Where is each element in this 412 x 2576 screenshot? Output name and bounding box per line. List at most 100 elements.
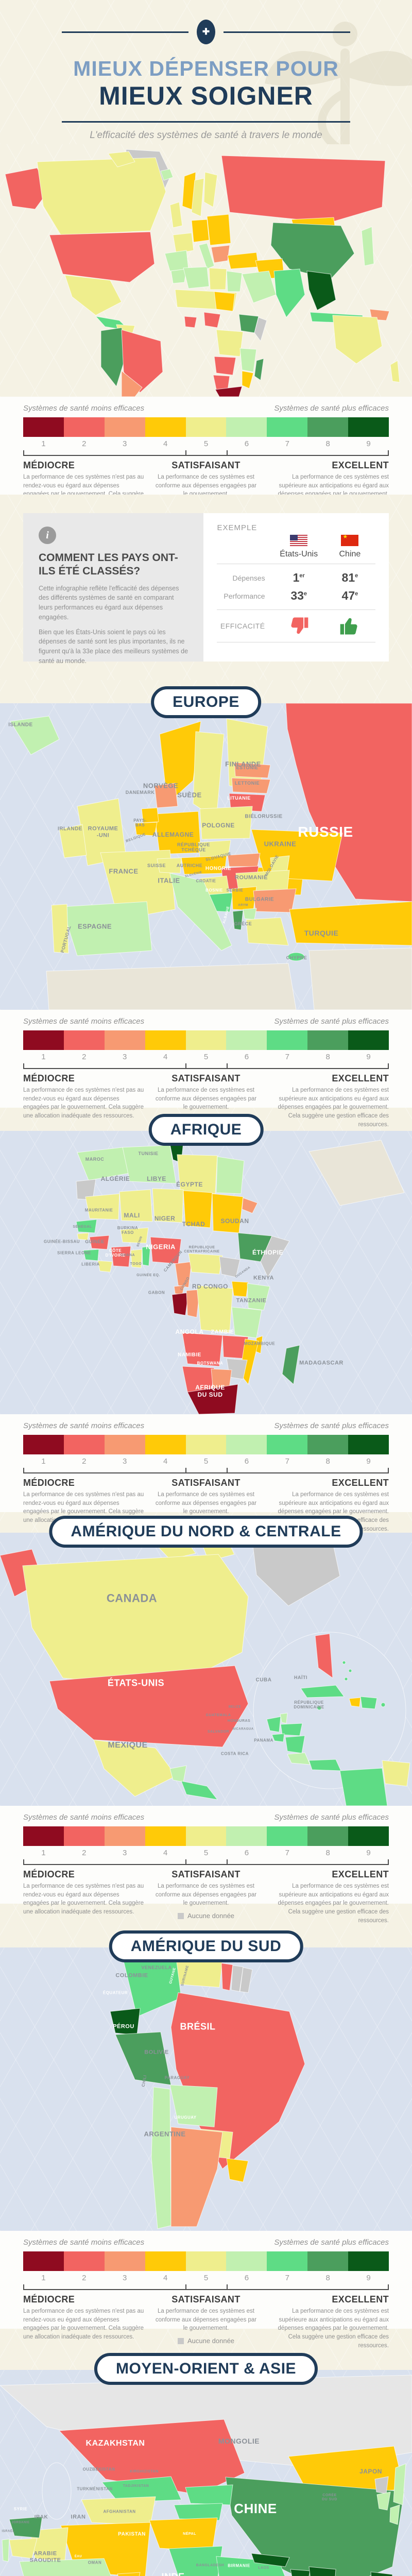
scale-cell-8 <box>307 1826 349 1846</box>
no-data-swatch <box>177 1912 184 1919</box>
thumbs-down-icon <box>291 617 308 634</box>
map-label: CHYPRE <box>286 955 307 960</box>
scale-cell-3 <box>104 1030 145 1050</box>
legend-category-excellent: EXCELLENT La performance de ces systèmes… <box>268 2294 389 2350</box>
map-label: HONGRIE <box>205 866 232 872</box>
page-title-line2: MIEUX SOIGNER <box>99 81 313 110</box>
color-scale <box>23 1030 389 1050</box>
scale-cell-1 <box>23 2251 64 2271</box>
map-label: MONGOLIE <box>218 2436 260 2445</box>
legend-category-title: EXCELLENT <box>332 1869 389 1879</box>
efficiency-legend: Systèmes de santé moins efficaces Systèm… <box>0 1806 412 1925</box>
map-label: ÉAU <box>74 2555 82 2558</box>
map-label: RÉPUBLIQUE CENTRAFRICAINE <box>184 1245 220 1253</box>
no-data-key: Aucune donnée <box>153 2337 259 2345</box>
example-label: EXEMPLE <box>217 523 258 532</box>
map-label: BIÉLORUSSIE <box>245 814 283 820</box>
info-icon: i <box>39 527 56 544</box>
map-label: IRAN <box>71 2514 86 2520</box>
map-label: ÉTHIOPIE <box>252 1248 284 1256</box>
map-label: SOUDAN <box>220 1217 249 1225</box>
us-efficiency <box>273 615 324 637</box>
map-label: MADAGASCAR <box>299 1360 344 1366</box>
map-label: ANGOLA <box>175 1328 204 1335</box>
legend-category-text: La performance de ces systèmes est supér… <box>278 1087 389 1128</box>
map-label: SUÈDE <box>177 791 202 799</box>
scale-number: 1 <box>41 1457 46 1466</box>
info-panel: i COMMENT LES PAYS ONT-ILS ÉTÉ CLASSÉS? … <box>23 513 204 665</box>
africa-map: AFRIQUE <box>0 1114 412 1414</box>
section-badge-namerica: AMÉRIQUE DU NORD & CENTRALE <box>49 1516 363 1548</box>
legend-category-text: La performance de ces systèmes est supér… <box>278 1883 389 1924</box>
scale-number: 7 <box>285 2274 289 2282</box>
map-label: RD CONGO <box>192 1282 228 1290</box>
legend-category-mediocre: MÉDIOCRE La performance de ces systèmes … <box>23 460 144 516</box>
map-label: GABON <box>148 1290 165 1295</box>
map-label: SÉNÉGAL <box>73 1225 92 1229</box>
scale-cell-7 <box>267 1030 308 1050</box>
map-label: PAKISTAN <box>118 2531 146 2537</box>
no-data-swatch <box>177 2337 184 2344</box>
map-label: SYRIE <box>13 2506 28 2511</box>
legend-category-title: SATISFAISANT <box>171 2294 241 2304</box>
map-label: BOTSWANA <box>197 1361 224 1366</box>
scale-cell-4 <box>145 1435 186 1454</box>
scale-cell-1 <box>23 1826 64 1846</box>
map-label: RUSSIE <box>298 823 353 840</box>
scale-number: 7 <box>285 439 289 448</box>
scale-number: 8 <box>325 1457 330 1466</box>
no-data-label: Aucune donnée <box>187 503 234 511</box>
map-label: ARYM <box>238 904 248 907</box>
map-label: CONGO <box>180 1276 191 1292</box>
scale-number: 2 <box>82 1849 87 1857</box>
legend-category-title: EXCELLENT <box>332 460 389 470</box>
scale-cell-9 <box>348 1826 389 1846</box>
color-scale-numbers: 1 2 3 4 5 6 7 8 9 <box>23 439 389 448</box>
scale-number: 4 <box>163 1457 168 1466</box>
map-label: OUZBÉKISTAN <box>82 2466 115 2471</box>
map-label: INDE <box>161 2571 184 2576</box>
south-america-map: AMÉRIQUE DU SUD VENEZUELA GUYANE SURINAME C… <box>0 1930 412 2231</box>
legend-category-excellent: EXCELLENT La performance de ces systèmes… <box>268 1073 389 1129</box>
scale-bracket <box>23 1063 389 1069</box>
section-badge-europe: EUROPE <box>151 686 261 718</box>
map-label: ALGÉRIE <box>100 1175 130 1182</box>
scale-number: 5 <box>203 1457 209 1466</box>
legend-category-title: EXCELLENT <box>332 2294 389 2304</box>
scale-number: 6 <box>244 439 249 448</box>
scale-number: 1 <box>41 1053 46 1061</box>
scale-bracket <box>23 450 389 456</box>
cn-depenses-rank: 81e <box>341 571 358 584</box>
legend-category-title: MÉDIOCRE <box>23 2294 75 2304</box>
scale-cell-5 <box>185 1826 227 1846</box>
map-label: SERBIE <box>226 888 244 893</box>
map-label: COSTA RICA <box>221 1751 249 1756</box>
scale-cell-5 <box>185 1030 227 1050</box>
map-label: PÉROU <box>113 2023 134 2030</box>
header: ✚ MIEUX DÉPENSER POUR MIEUX SOIGNER L'ef… <box>0 0 412 270</box>
map-label: TURKMÉNISTAN <box>77 2486 113 2492</box>
legend-more-effective-label: Systèmes de santé plus efficaces <box>274 1813 389 1822</box>
thumbs-up-icon <box>340 618 357 635</box>
scale-cell-2 <box>63 1435 105 1454</box>
color-scale-numbers: 1 2 3 4 5 6 7 8 9 <box>23 1053 389 1061</box>
map-label: ÉTATS-UNIS <box>107 1677 165 1688</box>
scale-cell-8 <box>307 1435 349 1454</box>
map-label: PORTUGAL <box>59 925 72 954</box>
legend-category-text: La performance de ces systèmes est supér… <box>278 474 389 515</box>
legend-category-title: SATISFAISANT <box>171 1869 241 1879</box>
map-label: GUINÉE-BISSAU <box>43 1239 80 1244</box>
world-map <box>0 144 412 397</box>
scale-cell-6 <box>226 1826 267 1846</box>
map-label: ALLEMAGNE <box>152 831 194 838</box>
color-scale <box>23 2251 389 2271</box>
map-label: GRÈCE <box>234 921 252 927</box>
us-depenses-rank: 1er <box>293 571 305 584</box>
map-label: TADJIKISTAN <box>123 2484 149 2488</box>
map-label: CHINE <box>234 2500 277 2516</box>
scale-cell-5 <box>185 2251 227 2271</box>
scale-cell-5 <box>185 1435 227 1454</box>
legend-category-title: MÉDIOCRE <box>23 1869 75 1879</box>
legend-less-effective-label: Systèmes de santé moins efficaces <box>23 2238 145 2247</box>
